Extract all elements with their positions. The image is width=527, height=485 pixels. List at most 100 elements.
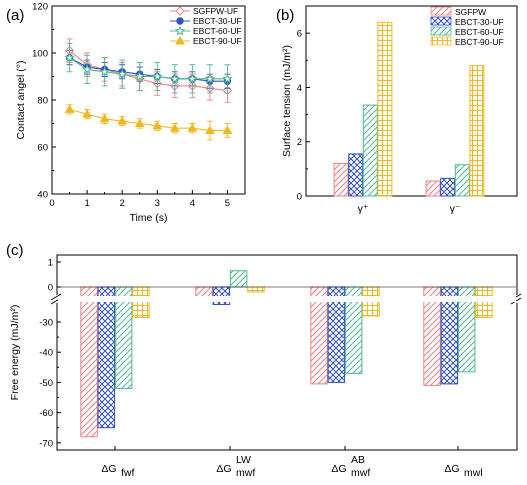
y-tick-label: -70 [39, 438, 53, 449]
y-tick-label: 1 [48, 258, 53, 269]
legend-item: EBCT-60-UF [430, 26, 504, 37]
category-superscript: LW [236, 454, 251, 466]
data-point [222, 73, 233, 84]
y-tick-label: 40 [37, 190, 48, 201]
bar-EBCT-90-UF [132, 286, 150, 318]
y-tick-label: -30 [39, 318, 53, 329]
category-subscript: mwf [351, 467, 370, 479]
legend-item: EBCT-60-UF [170, 25, 242, 36]
x-category-label: ΔG fwf [101, 463, 134, 479]
x-tick-label: γ⁻ [450, 203, 461, 215]
data-point [116, 68, 128, 79]
y-tick-label: 100 [32, 49, 48, 60]
x-tick-label: 3 [155, 198, 160, 209]
legend-marker [176, 17, 184, 25]
x-tick-label: γ⁺ [358, 203, 369, 215]
data-point [99, 66, 110, 77]
legend-label: EBCT-90-UF [455, 37, 504, 47]
y-tick-label: 4 [297, 83, 302, 94]
axis-break-mask-left [51, 295, 63, 303]
data-point [64, 104, 75, 113]
y-tick-label: 2 [297, 137, 302, 148]
data-point [169, 123, 180, 132]
category-base: ΔG [216, 463, 231, 475]
legend-item: EBCT-30-UF [430, 16, 504, 27]
y-tick-label: 120 [32, 2, 48, 13]
y-tick-label: 6 [297, 29, 302, 40]
data-point [64, 52, 75, 63]
category-base: ΔG [444, 463, 459, 475]
y-axis-label: Surface tension (mJ/m²) [281, 45, 293, 157]
category-subscript: mwf [236, 467, 255, 479]
x-category-label: ΔG mwl [444, 463, 482, 479]
data-point [151, 70, 163, 82]
legend-marker [175, 35, 185, 45]
plot-frame [305, 5, 518, 197]
axis-break-gap [58, 296, 516, 302]
data-point [204, 73, 216, 84]
data-point [187, 123, 198, 132]
y-tick-label: 0 [297, 192, 302, 203]
series-EBCT-90-UF [64, 104, 233, 141]
data-point [205, 125, 215, 135]
series-SGFPW-UF [64, 38, 233, 103]
panel-c-bar-chart: 0 1 -70 -60 -50 -40 -30 Free energy (mJ/m²) ΔG fw… [9, 254, 523, 479]
bar-EBCT-30-UF [348, 153, 364, 197]
legend-item: SGFPW-UF [170, 6, 238, 16]
x-tick-label: 2 [120, 198, 125, 209]
y-tick-label: -50 [39, 378, 53, 389]
data-point [117, 116, 128, 125]
data-point [134, 70, 146, 82]
bar-EBCT-30-UF [97, 286, 116, 429]
panel-label-a: (a) [6, 7, 24, 24]
legend-label: SGFPW-UF [193, 6, 238, 16]
legend-swatch [430, 36, 452, 46]
data-point [222, 125, 233, 135]
legend-item: EBCT-90-UF [430, 36, 504, 47]
category-base: ΔG [101, 463, 116, 475]
panel-a-line-chart: 0 1 2 3 4 5 40 60 80 100 120 Time (s) Contact angel … [15, 2, 246, 224]
bar-SGFPW [425, 180, 441, 197]
series-line [69, 108, 228, 132]
x-tick-label: 4 [190, 198, 195, 209]
series-line [69, 57, 228, 80]
y-tick-label: 60 [37, 143, 48, 154]
bar-EBCT-90-UF [475, 286, 493, 318]
series-EBCT-60-UF [64, 43, 233, 94]
legend-label: EBCT-60-UF [455, 27, 504, 37]
legend-label: EBCT-90-UF [193, 36, 242, 46]
x-tick-label: 0 [49, 198, 54, 209]
y-tick-label: 80 [37, 96, 48, 107]
category-subscript: mwl [464, 467, 483, 479]
data-point [99, 113, 110, 123]
legend-label: EBCT-60-UF [193, 26, 242, 36]
x-tick-label: 1 [84, 198, 89, 209]
legend-swatch [430, 6, 452, 16]
legend-swatch [430, 26, 452, 36]
bar-SGFPW [80, 286, 98, 438]
panel-label-c: (c) [6, 242, 24, 259]
y-tick-label: -60 [39, 408, 53, 419]
bar-EBCT-60-UF [114, 286, 133, 389]
panel-label-b: (b) [276, 7, 294, 24]
category-subscript: fwf [121, 467, 135, 479]
legend-marker [175, 6, 185, 16]
x-tick-label: 5 [225, 198, 230, 209]
y-axis-label: Contact angel (°) [15, 61, 27, 140]
legend-swatch [430, 16, 452, 26]
series-line [69, 57, 228, 82]
bar-EBCT-90-UF [469, 65, 485, 197]
category-base: ΔG [331, 463, 346, 475]
data-point [134, 118, 145, 127]
y-axis-label: Free energy (mJ/m²) [9, 305, 21, 401]
legend-label: EBCT-30-UF [455, 17, 504, 27]
bar-EBCT-90-UF [377, 21, 393, 197]
legend-item: SGFPW [430, 6, 486, 17]
data-point [82, 109, 92, 118]
legend-label: SGFPW [455, 7, 486, 17]
x-axis-label: Time (s) [129, 212, 167, 224]
